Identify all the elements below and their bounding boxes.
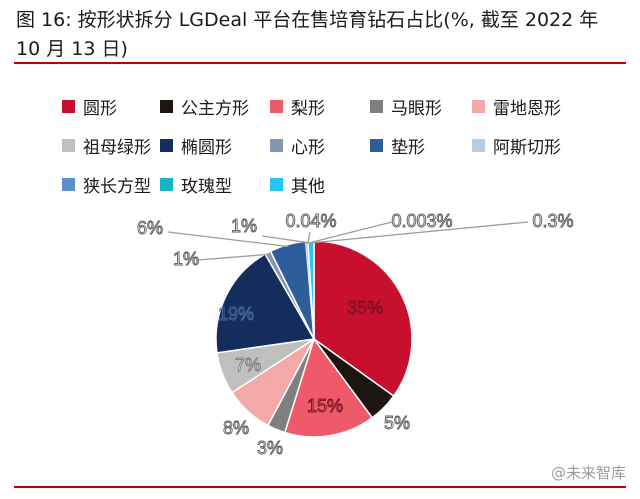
legend-swatch <box>472 138 485 152</box>
legend-item: 雷地恩形 <box>472 95 561 119</box>
pie-slice <box>313 240 413 398</box>
data-label: 7% <box>235 355 261 375</box>
legend-label: 玫瑰型 <box>181 176 232 197</box>
data-label: 5% <box>384 413 410 433</box>
data-label: 3% <box>257 438 283 458</box>
top-divider <box>14 62 626 64</box>
legend-item: 圆形 <box>62 95 117 119</box>
legend-item: 马眼形 <box>370 95 442 119</box>
data-label: 0.04% <box>285 211 336 231</box>
data-label: 35% <box>347 298 383 318</box>
legend-swatch <box>270 138 283 152</box>
watermark: @未来智库 <box>550 464 626 482</box>
legend-item: 垫形 <box>370 134 425 158</box>
legend-label: 梨形 <box>291 98 325 119</box>
legend-swatch <box>62 99 75 113</box>
data-label: 6% <box>137 218 163 238</box>
legend-label: 雷地恩形 <box>493 98 561 119</box>
chart-legend: 圆形 公主方形 梨形 马眼形 雷地恩形祖母绿形 椭圆形 心形 垫形 阿斯切形狭长方型 玫瑰型 其他 <box>0 0 640 200</box>
legend-item: 心形 <box>270 134 325 158</box>
leader-line <box>306 221 529 244</box>
legend-swatch <box>160 99 173 113</box>
legend-swatch <box>270 99 283 113</box>
data-label: 1% <box>231 216 257 236</box>
legend-item: 梨形 <box>270 95 325 119</box>
leader-line <box>307 221 393 244</box>
legend-label: 马眼形 <box>391 98 442 119</box>
legend-swatch <box>370 138 383 152</box>
legend-label: 椭圆形 <box>181 137 232 158</box>
legend-swatch <box>270 177 283 191</box>
legend-swatch <box>370 99 383 113</box>
legend-label: 圆形 <box>83 98 117 119</box>
pie-slice <box>269 240 315 340</box>
legend-swatch <box>472 99 485 113</box>
legend-item: 狭长方型 <box>62 173 151 197</box>
data-label: 0.3% <box>532 211 573 231</box>
leader-line <box>167 231 289 248</box>
legend-swatch <box>160 177 173 191</box>
legend-label: 狭长方型 <box>83 176 151 197</box>
legend-item: 阿斯切形 <box>472 134 561 158</box>
leader-line <box>197 253 269 261</box>
leader-line <box>261 235 312 244</box>
chart-title: 图 16: 按形状拆分 LGDeal 平台在售培育钻石占比(%, 截至 2022… <box>16 9 599 60</box>
pie-slice <box>215 253 316 354</box>
bottom-divider <box>14 486 626 488</box>
legend-label: 心形 <box>291 137 325 158</box>
data-label: 0.003% <box>391 211 452 231</box>
legend-label: 公主方形 <box>181 98 249 119</box>
data-label: 1% <box>173 249 199 269</box>
legend-item: 玫瑰型 <box>160 173 232 197</box>
leader-line <box>307 231 311 244</box>
legend-item: 公主方形 <box>160 95 249 119</box>
legend-label: 垫形 <box>391 137 425 158</box>
legend-swatch <box>62 177 75 191</box>
data-label: 8% <box>223 418 249 438</box>
legend-swatch <box>160 138 173 152</box>
legend-label: 阿斯切形 <box>493 137 561 158</box>
legend-swatch <box>62 138 75 152</box>
data-label: 15% <box>307 396 343 416</box>
legend-item: 椭圆形 <box>160 134 232 158</box>
data-label: 19% <box>218 304 254 324</box>
legend-item: 其他 <box>270 173 325 197</box>
legend-item: 祖母绿形 <box>62 134 151 158</box>
legend-label: 其他 <box>291 176 325 197</box>
legend-label: 祖母绿形 <box>83 137 151 158</box>
